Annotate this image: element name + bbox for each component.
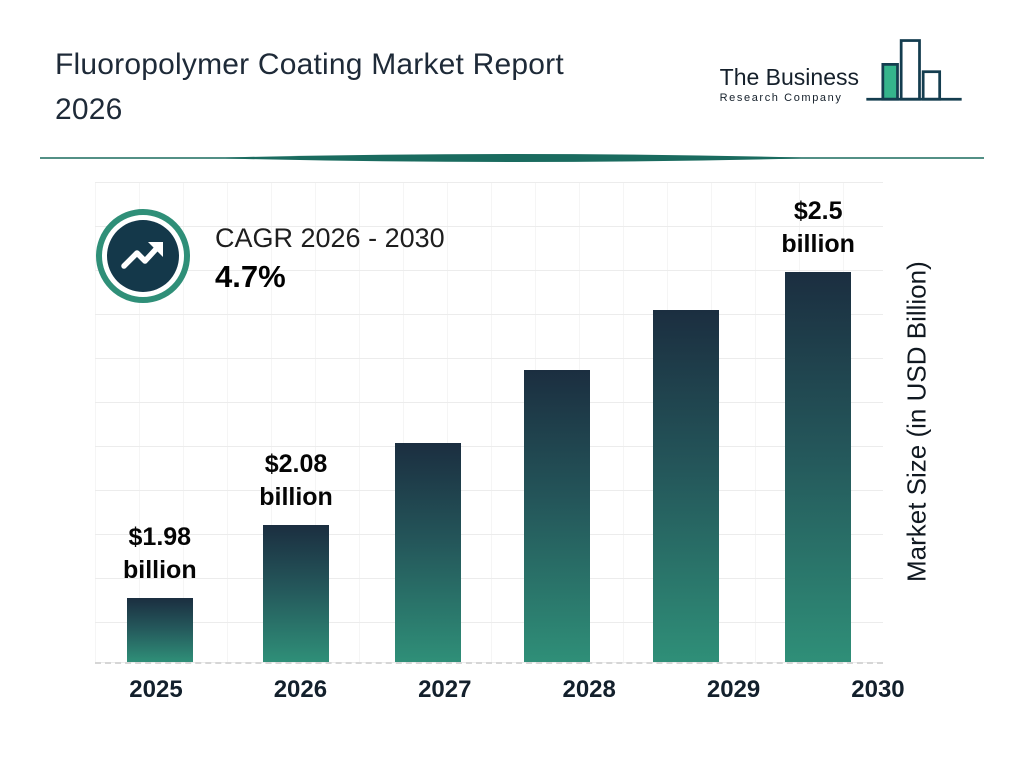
company-logo: The Business Research Company — [720, 34, 969, 119]
bar-2029 — [652, 310, 719, 662]
cagr-badge: CAGR 2026 - 2030 4.7% — [95, 208, 445, 309]
company-subname: Research Company — [719, 92, 843, 104]
x-tick-2030: 2030 — [851, 676, 905, 703]
chart-plot: $1.98 billion $2.08 billion $2.5 billion — [95, 182, 883, 664]
bar-value-label-2026: $2.08 billion — [259, 449, 333, 512]
bar-2028 — [524, 370, 591, 662]
bar-column-2025: $1.98 billion — [123, 521, 197, 662]
bar-chart-logo-icon — [859, 34, 969, 119]
bar-column-2027 — [395, 443, 462, 662]
x-tick-2027: 2027 — [418, 676, 472, 703]
bar-2025 — [126, 598, 193, 662]
bar-2030 — [785, 272, 852, 662]
x-tick-2025: 2025 — [129, 676, 183, 703]
bar-column-2030: $2.5 billion — [781, 195, 855, 662]
page-title-line1: Fluoropolymer Coating Market Report — [55, 48, 564, 81]
bar-value-label-2025: $1.98 billion — [123, 522, 197, 585]
bars-row: $1.98 billion $2.08 billion $2.5 billion — [95, 182, 883, 662]
divider — [40, 154, 984, 162]
cagr-label: CAGR 2026 - 2030 — [215, 222, 445, 253]
company-name: The Business — [719, 64, 859, 90]
page-title-line2: 2026 — [55, 93, 123, 126]
page-title: Fluoropolymer Coating Market Report 2026 — [55, 42, 564, 132]
company-logo-text: The Business Research Company — [720, 64, 859, 104]
bar-column-2029 — [652, 310, 719, 662]
bar-column-2028 — [524, 370, 591, 662]
trend-up-icon — [95, 208, 191, 309]
x-tick-2026: 2026 — [273, 676, 328, 703]
y-axis-label: Market Size (in USD Billion) — [901, 261, 932, 583]
bar-value-label-2030: $2.5 billion — [781, 196, 855, 259]
cagr-text: CAGR 2026 - 2030 4.7% — [215, 223, 445, 295]
x-axis: 2025 2026 2027 2028 2029 2030 — [95, 676, 939, 704]
x-tick-2028: 2028 — [562, 676, 616, 703]
bar-2027 — [395, 443, 462, 662]
bar-column-2026: $2.08 billion — [259, 448, 333, 662]
bar-2026 — [263, 525, 330, 662]
x-tick-2029: 2029 — [706, 676, 761, 703]
cagr-value: 4.7% — [215, 258, 286, 294]
